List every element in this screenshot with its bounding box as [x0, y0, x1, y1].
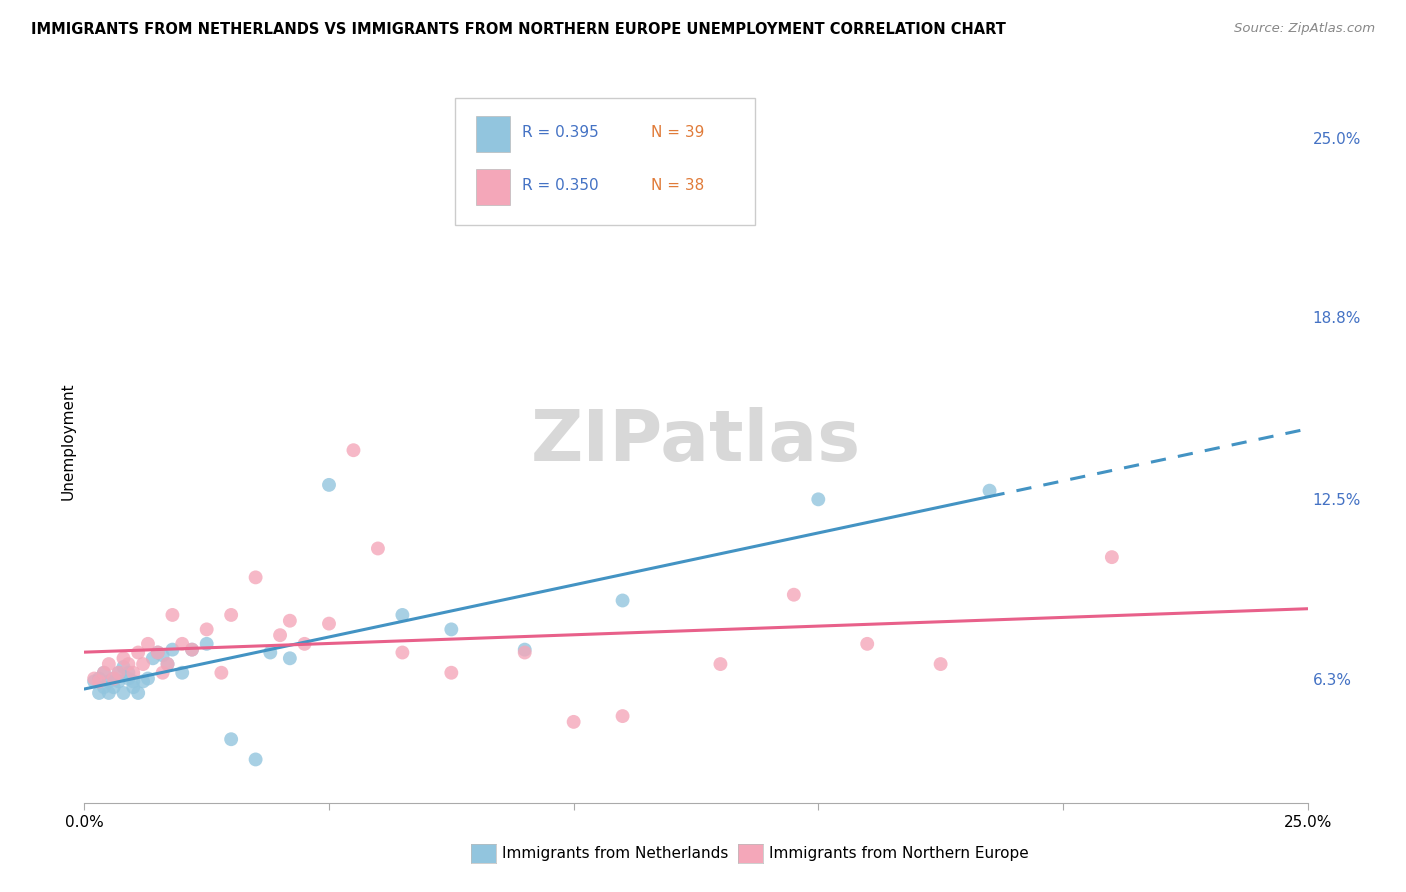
Point: [195, 623, 218, 637]
Point: [122, 680, 145, 694]
Point: [87, 674, 110, 689]
Point: [152, 648, 174, 663]
Point: [103, 680, 125, 694]
Point: [117, 672, 139, 686]
Point: [209, 665, 232, 680]
Point: [172, 665, 194, 680]
Point: [103, 672, 125, 686]
Text: IMMIGRANTS FROM NETHERLANDS VS IMMIGRANTS FROM NORTHERN EUROPE UNEMPLOYMENT CORR: IMMIGRANTS FROM NETHERLANDS VS IMMIGRANT…: [31, 22, 1005, 37]
FancyBboxPatch shape: [456, 98, 755, 225]
Point: [152, 665, 174, 680]
Point: [391, 607, 413, 622]
Point: [245, 752, 267, 766]
Point: [97, 674, 120, 689]
Point: [146, 646, 169, 660]
Point: [1101, 550, 1123, 565]
Point: [562, 714, 585, 729]
Point: [807, 492, 830, 507]
Text: Immigrants from Northern Europe: Immigrants from Northern Europe: [769, 847, 1029, 861]
Point: [181, 642, 204, 657]
Point: [245, 570, 267, 584]
Text: R = 0.395: R = 0.395: [522, 125, 599, 140]
Point: [156, 657, 179, 671]
Bar: [475, 117, 510, 153]
Point: [107, 674, 129, 689]
Point: [709, 657, 731, 671]
Point: [391, 646, 413, 660]
Point: [127, 646, 149, 660]
Point: [146, 646, 169, 660]
Point: [97, 686, 120, 700]
Point: [278, 614, 301, 628]
Point: [112, 686, 135, 700]
Point: [107, 665, 129, 680]
Point: [612, 709, 634, 723]
Point: [142, 651, 165, 665]
Point: [342, 443, 364, 458]
Point: [195, 637, 218, 651]
Point: [318, 616, 340, 631]
Point: [83, 672, 105, 686]
Point: [783, 588, 806, 602]
Point: [136, 637, 159, 651]
Point: [136, 672, 159, 686]
Point: [219, 607, 242, 622]
Point: [162, 607, 184, 622]
Point: [278, 651, 301, 665]
Text: Source: ZipAtlas.com: Source: ZipAtlas.com: [1234, 22, 1375, 36]
Point: [219, 732, 242, 747]
Point: [172, 637, 194, 651]
Point: [93, 680, 115, 694]
Point: [318, 478, 340, 492]
Text: N = 39: N = 39: [651, 125, 704, 140]
Point: [440, 665, 463, 680]
Point: [122, 674, 145, 689]
Point: [979, 483, 1001, 498]
Point: [93, 665, 115, 680]
Point: [97, 657, 120, 671]
Point: [112, 651, 135, 665]
Y-axis label: Unemployment: Unemployment: [60, 383, 76, 500]
Point: [259, 646, 281, 660]
Point: [294, 637, 316, 651]
Point: [107, 665, 129, 680]
Point: [440, 623, 463, 637]
Point: [162, 642, 184, 657]
Point: [156, 657, 179, 671]
Point: [117, 665, 139, 680]
Text: Immigrants from Netherlands: Immigrants from Netherlands: [502, 847, 728, 861]
Point: [87, 672, 110, 686]
Point: [132, 657, 155, 671]
Text: N = 38: N = 38: [651, 178, 704, 193]
Point: [127, 686, 149, 700]
Point: [112, 660, 135, 674]
Text: ZIPatlas: ZIPatlas: [531, 407, 860, 476]
Text: R = 0.350: R = 0.350: [522, 178, 599, 193]
Point: [367, 541, 389, 556]
Point: [929, 657, 952, 671]
Point: [122, 665, 145, 680]
Point: [269, 628, 291, 642]
Bar: [475, 169, 510, 205]
Point: [612, 593, 634, 607]
Point: [87, 686, 110, 700]
Point: [513, 642, 536, 657]
Point: [83, 674, 105, 689]
Point: [132, 674, 155, 689]
Point: [856, 637, 879, 651]
Point: [103, 672, 125, 686]
Point: [513, 646, 536, 660]
Point: [93, 665, 115, 680]
Point: [117, 657, 139, 671]
Point: [181, 642, 204, 657]
